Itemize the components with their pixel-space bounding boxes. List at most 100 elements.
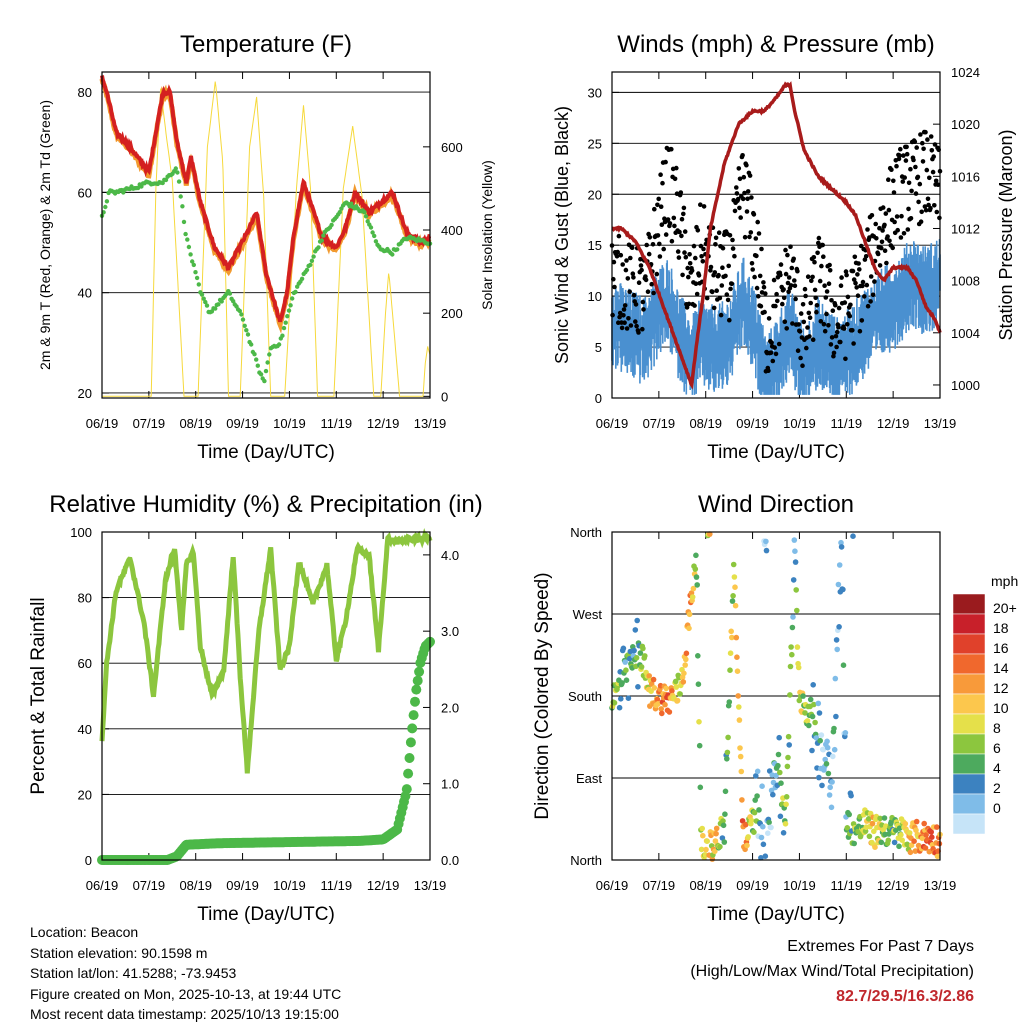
gust-point bbox=[769, 340, 774, 345]
dewpoint-point bbox=[283, 320, 288, 325]
gust-point bbox=[836, 305, 842, 311]
gust-point bbox=[795, 348, 801, 354]
gust-point bbox=[742, 190, 747, 196]
gust-point bbox=[831, 350, 837, 356]
direction-point bbox=[902, 820, 909, 827]
gust-point bbox=[884, 260, 889, 266]
direction-point bbox=[834, 646, 840, 653]
gust-point bbox=[657, 241, 662, 247]
gust-point bbox=[834, 329, 840, 335]
gust-point bbox=[708, 264, 714, 270]
gust-point bbox=[651, 290, 656, 296]
direction-point bbox=[724, 749, 731, 756]
direction-point bbox=[804, 718, 811, 724]
gust-point bbox=[814, 309, 819, 315]
gust-point bbox=[844, 272, 849, 278]
dewpoint-point bbox=[227, 291, 233, 296]
gust-point bbox=[692, 303, 697, 308]
y-tick-label: 40 bbox=[78, 722, 92, 737]
direction-point bbox=[830, 753, 836, 760]
y2-tick-label: 1024 bbox=[951, 65, 980, 80]
gust-point bbox=[624, 326, 630, 331]
gust-point bbox=[658, 172, 663, 177]
gust-point bbox=[763, 291, 768, 296]
dewpoint-point bbox=[219, 299, 224, 304]
dewpoint-point bbox=[252, 352, 257, 357]
precip-point bbox=[405, 737, 416, 748]
direction-point bbox=[782, 821, 789, 827]
dewpoint-point bbox=[337, 210, 342, 215]
gust-point bbox=[772, 345, 777, 350]
station-location: Location: Beacon bbox=[30, 924, 139, 940]
direction-point bbox=[662, 701, 668, 708]
dewpoint-point bbox=[365, 219, 370, 224]
dewpoint-point bbox=[265, 360, 270, 365]
direction-point bbox=[730, 593, 736, 599]
direction-point bbox=[766, 819, 772, 826]
gust-point bbox=[616, 320, 621, 326]
gust-point bbox=[620, 262, 625, 267]
x-tick-label: 12/19 bbox=[877, 878, 910, 893]
dewpoint-point bbox=[203, 299, 208, 305]
gust-point bbox=[816, 235, 822, 241]
gust-point bbox=[737, 176, 743, 182]
gust-point bbox=[841, 326, 847, 331]
gust-point bbox=[895, 227, 900, 233]
gust-point bbox=[923, 207, 929, 213]
gust-point bbox=[621, 307, 627, 312]
x-tick-label: 10/19 bbox=[783, 416, 816, 431]
y-tick-label: North bbox=[570, 525, 602, 540]
gust-point bbox=[773, 351, 779, 357]
gust-point bbox=[833, 334, 839, 339]
direction-point bbox=[787, 692, 793, 698]
gust-point bbox=[853, 280, 858, 286]
gust-point bbox=[738, 215, 743, 220]
gust-point bbox=[834, 344, 839, 350]
direction-point bbox=[672, 678, 679, 685]
dewpoint-point bbox=[372, 233, 377, 239]
direction-point bbox=[840, 586, 846, 593]
direction-point bbox=[631, 647, 637, 654]
colorbar-swatch bbox=[952, 673, 986, 695]
gust-point bbox=[883, 211, 889, 216]
x-tick-label: 13/19 bbox=[924, 878, 957, 893]
direction-point bbox=[751, 809, 758, 816]
direction-point bbox=[836, 562, 843, 568]
direction-point bbox=[807, 696, 814, 703]
direction-point bbox=[694, 582, 700, 588]
gust-point bbox=[801, 319, 807, 325]
direction-point bbox=[816, 710, 823, 716]
gust-point bbox=[693, 281, 699, 287]
gust-point bbox=[828, 342, 834, 347]
gust-point bbox=[661, 246, 666, 252]
gust-point bbox=[732, 253, 737, 259]
dewpoint-point bbox=[290, 296, 295, 301]
x-tick-label: 08/19 bbox=[689, 878, 722, 893]
gust-point bbox=[904, 151, 910, 157]
y-tick-label: 20 bbox=[588, 187, 602, 202]
gust-point bbox=[633, 302, 639, 307]
direction-point bbox=[651, 685, 658, 691]
gust-point bbox=[704, 295, 710, 301]
gust-point bbox=[918, 132, 923, 137]
gust-point bbox=[725, 297, 731, 303]
y2-tick-label: 1012 bbox=[951, 221, 980, 236]
gust-point bbox=[918, 219, 924, 224]
gust-point bbox=[920, 159, 926, 164]
direction-point bbox=[619, 680, 625, 686]
direction-point bbox=[754, 793, 760, 799]
dewpoint-point bbox=[293, 289, 298, 295]
gust-point bbox=[687, 261, 693, 266]
gust-point bbox=[649, 281, 654, 287]
gust-point bbox=[640, 326, 645, 332]
plot-frame bbox=[101, 531, 431, 861]
colorbar-swatch bbox=[952, 753, 986, 775]
gust-point bbox=[843, 356, 848, 362]
dewpoint-point bbox=[231, 299, 236, 304]
dewpoint-point bbox=[255, 363, 260, 368]
gust-point bbox=[617, 310, 623, 316]
gust-point bbox=[695, 228, 701, 233]
temp-2m-line bbox=[100, 75, 432, 323]
gust-point bbox=[626, 316, 631, 321]
direction-point bbox=[832, 675, 839, 682]
